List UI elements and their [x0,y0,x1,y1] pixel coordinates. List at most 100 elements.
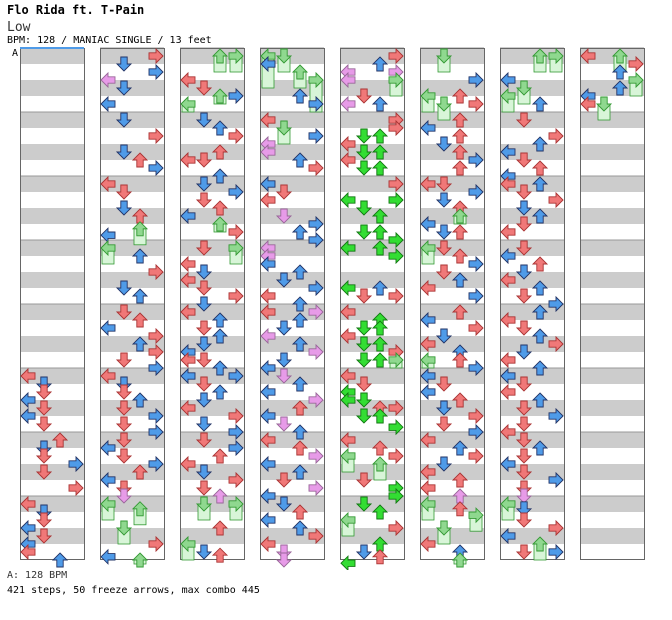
stripe [100,176,164,192]
stripe [100,400,164,416]
stripe [260,496,324,512]
stripe [340,336,404,352]
eighth-note-arrow [20,407,36,425]
stripe [340,272,404,288]
stripe [20,176,84,192]
eighth-note-arrow [420,311,436,329]
stripe [500,464,564,480]
quarter-note-arrow [180,351,196,369]
eighth-note-arrow [420,367,436,385]
stripe [260,80,324,96]
stripe [420,528,484,544]
stripe [100,496,164,512]
freeze-arrow [340,511,356,529]
stripe [340,176,404,192]
eighth-note-arrow [531,328,549,344]
stripe [420,464,484,480]
stripe [180,528,244,544]
quarter-note-arrow [548,335,564,353]
stripe [500,144,564,160]
quarter-note-arrow [515,240,533,256]
quarter-note-arrow [211,520,229,536]
eighth-note-arrow [500,527,516,545]
eighth-note-arrow [148,159,164,177]
quarter-note-arrow [115,400,133,416]
stripe [580,144,644,160]
quarter-note-arrow [291,440,309,456]
eighth-note-arrow [131,288,149,304]
freeze-arrow [131,501,149,517]
stripe [20,80,84,96]
stripe [180,208,244,224]
freeze-arrow [275,120,293,136]
quarter-note-arrow [515,512,533,528]
eighth-note-arrow [435,328,453,344]
chart-column [500,48,565,560]
stripe [580,304,644,320]
eighth-note-arrow [291,376,309,392]
quarter-note-arrow [531,160,549,176]
eighth-note-arrow [371,56,389,72]
step-chart [20,47,645,570]
eighth-note-arrow [195,392,213,408]
freeze-arrow [468,507,484,524]
stripe [420,496,484,512]
freeze-arrow [451,552,469,568]
stripe [580,240,644,256]
bpm-change-marker: A [12,48,19,59]
eighth-note-arrow [131,248,149,264]
eighth-note-arrow [611,64,629,80]
sixteenth-note-arrow [515,488,533,504]
eighth-note-arrow [500,71,516,89]
eighth-note-arrow [211,328,229,344]
freeze-arrow [131,552,149,568]
stripe [420,400,484,416]
eighth-note-arrow [531,176,549,192]
freeze-arrow [611,48,629,64]
quarter-note-arrow [451,501,469,517]
freeze-arrow [435,520,453,536]
eighth-note-arrow [211,384,229,400]
freeze-arrow [371,456,389,472]
eighth-note-arrow [228,183,244,201]
stripe [20,464,84,480]
eighth-note-arrow [435,400,453,416]
stripe [500,176,564,192]
shock-arrow [388,191,404,209]
freeze-arrow [435,96,453,112]
stripe [500,400,564,416]
eighth-note-arrow [500,247,516,265]
freeze-arrow [308,71,324,89]
freeze-arrow [228,495,244,513]
eighth-note-arrow [515,200,533,216]
quarter-note-arrow [228,127,244,145]
eighth-note-arrow [515,501,533,517]
stripe [340,528,404,544]
quarter-note-arrow [148,343,164,361]
stripe [180,272,244,288]
stripe [340,80,404,96]
stripe [260,240,324,256]
sixteenth-note-arrow [308,343,324,361]
freeze-arrow [211,88,229,104]
freeze-arrow [228,47,244,65]
quarter-note-arrow [515,152,533,168]
stripe [340,368,404,384]
shock-arrow [371,224,389,240]
quarter-note-arrow [515,288,533,304]
quarter-note-arrow [515,448,533,464]
stripe [500,496,564,512]
eighth-note-arrow [195,112,213,128]
quarter-note-arrow [211,200,229,216]
quarter-note-arrow [35,528,53,544]
quarter-note-arrow [340,431,356,449]
quarter-note-arrow [435,176,453,192]
quarter-note-arrow [435,416,453,432]
eighth-note-arrow [291,336,309,352]
eighth-note-arrow [100,319,116,337]
quarter-note-arrow [275,184,293,200]
quarter-note-arrow [451,128,469,144]
eighth-note-arrow [531,392,549,408]
chart-column [340,48,405,560]
quarter-note-arrow [180,71,196,89]
